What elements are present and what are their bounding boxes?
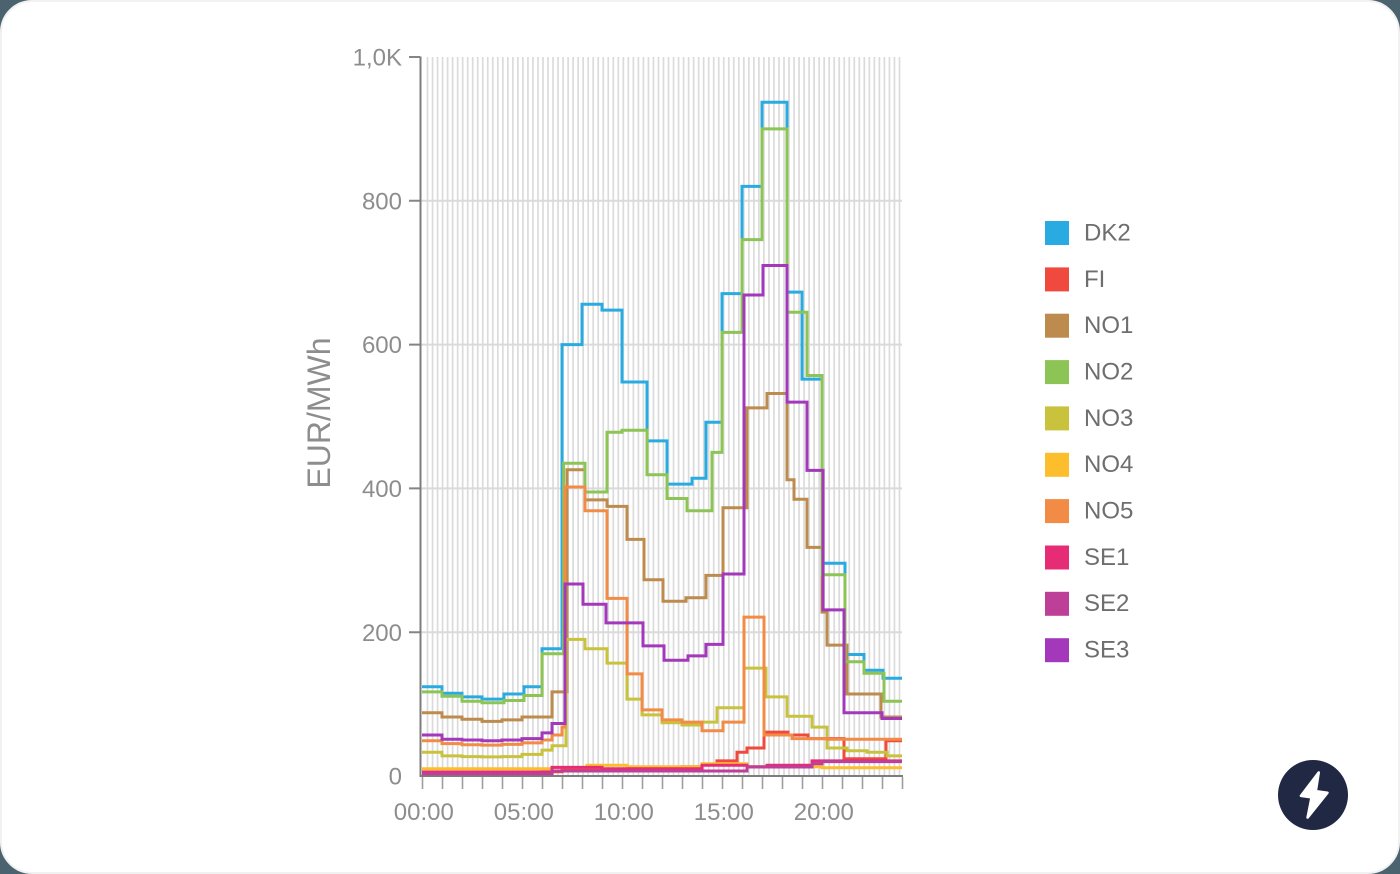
- svg-text:15:00: 15:00: [694, 799, 754, 826]
- svg-text:NO2: NO2: [1084, 359, 1133, 386]
- svg-text:FI: FI: [1084, 266, 1105, 293]
- svg-text:10:00: 10:00: [594, 799, 654, 826]
- svg-text:05:00: 05:00: [494, 799, 554, 826]
- svg-text:1,0K: 1,0K: [353, 45, 402, 72]
- svg-text:DK2: DK2: [1084, 219, 1131, 246]
- svg-text:NO4: NO4: [1084, 451, 1133, 478]
- svg-text:00:00: 00:00: [394, 799, 454, 826]
- svg-text:NO3: NO3: [1084, 405, 1133, 432]
- svg-text:SE3: SE3: [1084, 637, 1129, 664]
- svg-text:EUR/MWh: EUR/MWh: [301, 337, 337, 488]
- svg-text:20:00: 20:00: [794, 799, 854, 826]
- svg-text:NO1: NO1: [1084, 312, 1133, 339]
- svg-text:800: 800: [362, 188, 402, 215]
- svg-text:SE1: SE1: [1084, 544, 1129, 571]
- svg-text:400: 400: [362, 476, 402, 503]
- svg-text:0: 0: [389, 764, 402, 791]
- svg-text:SE2: SE2: [1084, 590, 1129, 617]
- svg-text:NO5: NO5: [1084, 498, 1133, 525]
- svg-text:600: 600: [362, 332, 402, 359]
- svg-text:200: 200: [362, 620, 402, 647]
